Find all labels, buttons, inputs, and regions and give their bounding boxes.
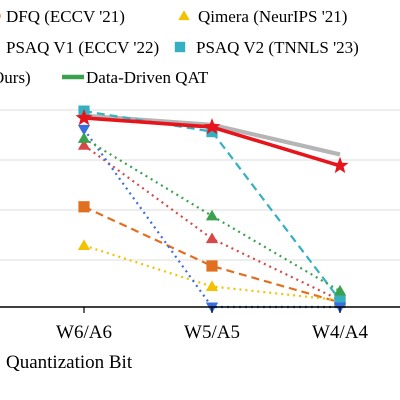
data-point (77, 124, 91, 136)
data-point (334, 294, 346, 306)
legend-item: PSAQ V2 (TNNLS '23) (174, 38, 359, 57)
series-layer (75, 105, 349, 314)
legend-swatch (178, 10, 190, 21)
series-line (83, 110, 341, 301)
data-point (203, 118, 221, 135)
data-point (333, 284, 347, 296)
data-point (206, 260, 218, 272)
series-3 (78, 105, 346, 306)
legend-item: Ours) (0, 68, 31, 87)
series-line (83, 137, 341, 293)
x-tick-label: W4/A4 (312, 322, 368, 343)
data-point (77, 239, 91, 250)
data-point (205, 209, 219, 221)
series-6 (75, 109, 349, 174)
legend: DFQ (ECCV '21) Qimera (NeurIPS '21) PSAQ V… (0, 7, 359, 87)
x-tick-label: W6/A6 (56, 322, 112, 343)
x-axis-label: Quantization Bit (6, 352, 133, 373)
data-point (75, 109, 93, 126)
legend-swatch (0, 13, 1, 19)
legend-item: PSAQ V1 (ECCV '22) (6, 38, 159, 57)
x-tick-label: W5/A5 (184, 322, 240, 343)
legend-swatch (174, 41, 186, 53)
legend-label: PSAQ V2 (TNNLS '23) (196, 38, 359, 57)
series-line (83, 128, 340, 309)
gridlines (0, 109, 400, 261)
data-point (77, 139, 91, 150)
legend-item: Data-Driven QAT (62, 68, 209, 87)
legend-label: Qimera (NeurIPS '21) (198, 7, 347, 26)
legend-label: Ours) (0, 68, 31, 87)
series-5 (77, 132, 347, 296)
series-2 (77, 139, 347, 305)
data-point (205, 232, 219, 244)
data-point (205, 280, 219, 291)
data-point (78, 201, 90, 213)
series-line (83, 144, 341, 302)
legend-label: Data-Driven QAT (86, 68, 209, 87)
data-point (331, 156, 349, 174)
data-point (77, 132, 91, 143)
data-point (206, 126, 218, 138)
legend-label: PSAQ V1 (ECCV '22) (6, 38, 159, 57)
x-tick-labels: W6/A6 W5/A5 W4/A4 (56, 322, 368, 343)
legend-label: DFQ (ECCV '21) (6, 7, 125, 26)
legend-item: DFQ (ECCV '21) (0, 7, 125, 26)
legend-item: Qimera (NeurIPS '21) (178, 7, 347, 26)
axes (0, 306, 400, 313)
